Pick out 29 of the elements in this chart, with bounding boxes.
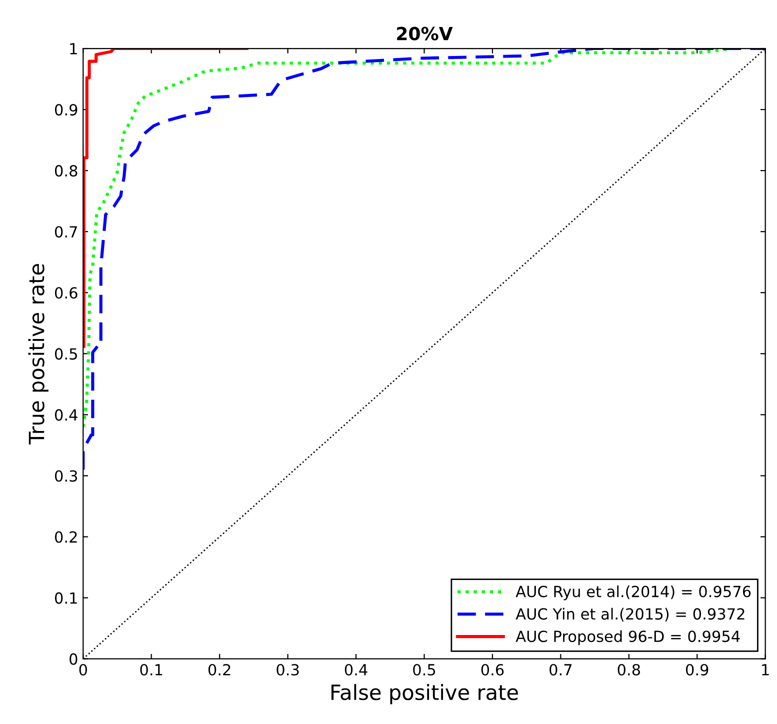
y-tick-label: 0.3 xyxy=(54,470,78,482)
x-tick-label: 0.5 xyxy=(413,664,436,676)
x-tick-label: 1 xyxy=(762,664,769,676)
y-tick-label: 0.7 xyxy=(54,226,77,238)
x-tick-label: 0.2 xyxy=(208,664,230,676)
x-tick-label: 0.7 xyxy=(550,664,572,676)
y-tick-label: 0.6 xyxy=(54,287,78,299)
x-tick-label: 0 xyxy=(79,664,87,676)
y-tick-label: 0.8 xyxy=(54,165,78,177)
line-series xyxy=(83,48,248,348)
legend-label: AUC Ryu et al.(2014) = 0.9576 xyxy=(516,585,751,600)
y-tick-label: 1 xyxy=(70,43,77,54)
x-tick-label: 0.6 xyxy=(481,664,504,676)
x-axis-title: False positive rate xyxy=(331,684,518,704)
y-tick-label: 0.2 xyxy=(54,531,77,543)
legend-label: AUC Yin et al.(2015) = 0.9372 xyxy=(516,608,744,622)
x-tick-label: 0.3 xyxy=(276,664,299,676)
x-tick-label: 0.9 xyxy=(686,664,708,676)
legend-label: AUC Proposed 96-D = 0.9954 xyxy=(516,630,740,646)
y-tick-label: 0.1 xyxy=(54,592,77,604)
x-tick-label: 0.8 xyxy=(618,664,640,676)
x-tick-label: 0.4 xyxy=(344,664,368,676)
chart-title: 20%V xyxy=(397,26,453,40)
y-tick-label: 0.4 xyxy=(54,409,78,421)
y-tick-label: 0 xyxy=(70,653,78,665)
y-tick-label: 0.5 xyxy=(54,348,77,360)
y-tick-label: 0.9 xyxy=(54,104,78,116)
y-axis-title: True positive rate xyxy=(28,264,48,444)
x-tick-label: 0.1 xyxy=(140,664,162,676)
